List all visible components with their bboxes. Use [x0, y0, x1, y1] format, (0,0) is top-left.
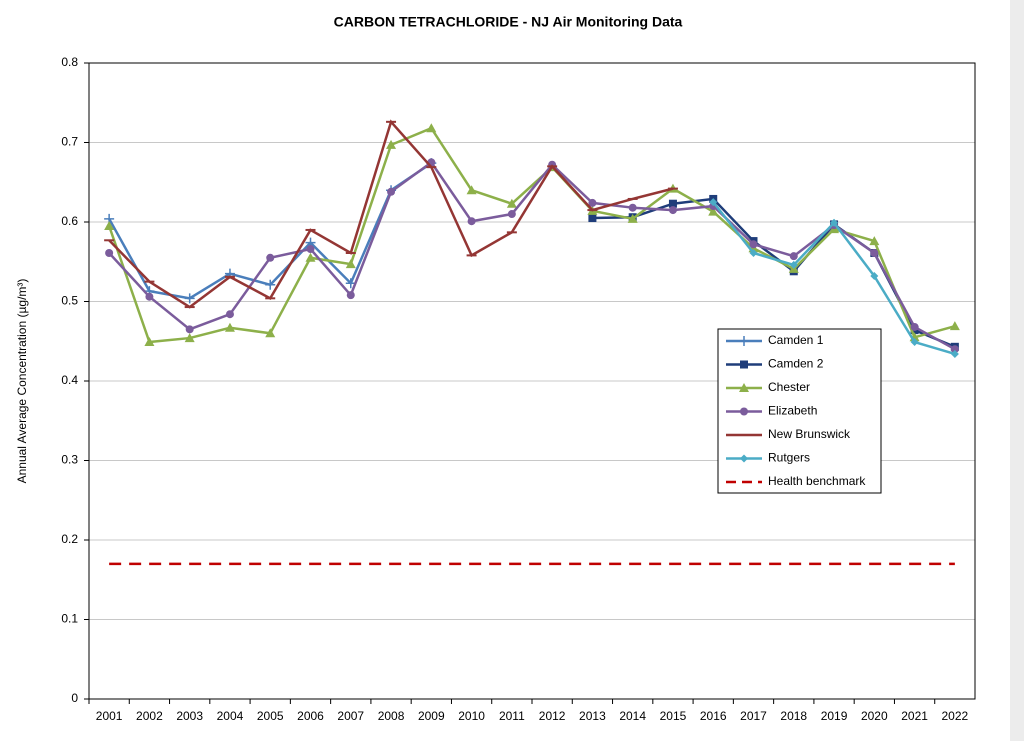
y-tick-label: 0.1 [61, 612, 78, 626]
marker [869, 236, 880, 246]
marker [709, 198, 718, 207]
marker [507, 210, 516, 219]
x-tick-label: 2007 [337, 709, 364, 723]
marker [265, 328, 276, 338]
x-tick-label: 2009 [418, 709, 445, 723]
marker [870, 249, 879, 258]
series-line [108, 162, 433, 300]
marker [506, 198, 517, 208]
marker [740, 407, 748, 416]
marker [668, 199, 677, 208]
marker [145, 292, 154, 301]
x-tick-label: 2010 [458, 709, 485, 723]
marker [628, 203, 637, 212]
marker [910, 322, 919, 331]
marker [306, 245, 315, 254]
chart-title: CARBON TETRACHLORIDE - NJ Air Monitoring… [334, 14, 683, 30]
side-strip [1010, 0, 1024, 741]
legend-label: Camden 2 [768, 357, 824, 371]
x-tick-label: 2019 [821, 709, 848, 723]
marker [466, 185, 477, 195]
marker [104, 220, 115, 230]
legend-label: Rutgers [768, 451, 810, 465]
x-tick-label: 2011 [499, 709, 525, 723]
marker [789, 260, 798, 269]
x-tick-label: 2013 [579, 709, 606, 723]
marker [386, 139, 397, 149]
marker [910, 338, 919, 347]
marker [708, 206, 719, 216]
x-tick-label: 2015 [660, 709, 687, 723]
marker [266, 253, 275, 262]
legend-label: Elizabeth [768, 404, 817, 418]
marker [588, 214, 597, 223]
legend-label: New Brunswick [768, 427, 851, 441]
marker [184, 293, 195, 304]
marker [184, 333, 195, 343]
marker [105, 249, 114, 258]
marker [739, 336, 749, 346]
y-tick-label: 0 [71, 691, 78, 705]
x-tick-label: 2014 [619, 709, 646, 723]
series-line [592, 197, 956, 348]
marker [225, 310, 234, 319]
marker [346, 291, 355, 300]
x-tick-label: 2017 [740, 709, 767, 723]
marker [789, 252, 798, 261]
y-tick-label: 0.4 [61, 373, 78, 387]
marker [749, 249, 758, 258]
marker [185, 325, 194, 334]
y-tick-label: 0.6 [61, 214, 78, 228]
marker [387, 187, 396, 196]
marker [224, 322, 235, 332]
marker [749, 240, 758, 249]
x-tick-label: 2001 [96, 709, 123, 723]
series-line [107, 126, 956, 344]
x-tick-label: 2003 [176, 709, 203, 723]
x-tick-label: 2020 [861, 709, 888, 723]
marker [588, 198, 597, 207]
y-tick-label: 0.8 [61, 55, 78, 69]
y-tick-label: 0.5 [61, 294, 78, 308]
y-tick-label: 0.2 [61, 532, 78, 546]
marker [345, 259, 356, 269]
marker [467, 217, 476, 226]
marker [950, 349, 959, 358]
marker [265, 279, 276, 290]
marker [305, 252, 316, 262]
x-tick-label: 2006 [297, 709, 324, 723]
x-tick-label: 2004 [217, 709, 244, 723]
y-tick-label: 0.3 [61, 453, 78, 467]
legend-label: Chester [768, 380, 810, 394]
x-tick-label: 2022 [942, 709, 969, 723]
marker [950, 345, 959, 354]
marker [627, 213, 638, 223]
legend-label: Camden 1 [768, 333, 824, 347]
legend-label: Health benchmark [768, 474, 866, 488]
x-tick-label: 2021 [901, 709, 928, 723]
marker [739, 383, 749, 392]
marker [426, 123, 437, 133]
marker [144, 337, 155, 347]
x-tick-label: 2018 [780, 709, 807, 723]
x-tick-label: 2008 [378, 709, 405, 723]
x-tick-label: 2012 [539, 709, 566, 723]
y-tick-label: 0.7 [61, 135, 78, 149]
x-tick-label: 2005 [257, 709, 284, 723]
x-tick-label: 2016 [700, 709, 727, 723]
marker [740, 454, 748, 463]
marker [830, 218, 839, 227]
y-axis-label: Annual Average Concentration (µg/m³) [15, 279, 29, 484]
marker [740, 360, 748, 369]
marker [949, 321, 960, 331]
x-tick-label: 2002 [136, 709, 163, 723]
series-line [108, 160, 956, 351]
marker [668, 206, 677, 215]
marker [870, 272, 879, 281]
